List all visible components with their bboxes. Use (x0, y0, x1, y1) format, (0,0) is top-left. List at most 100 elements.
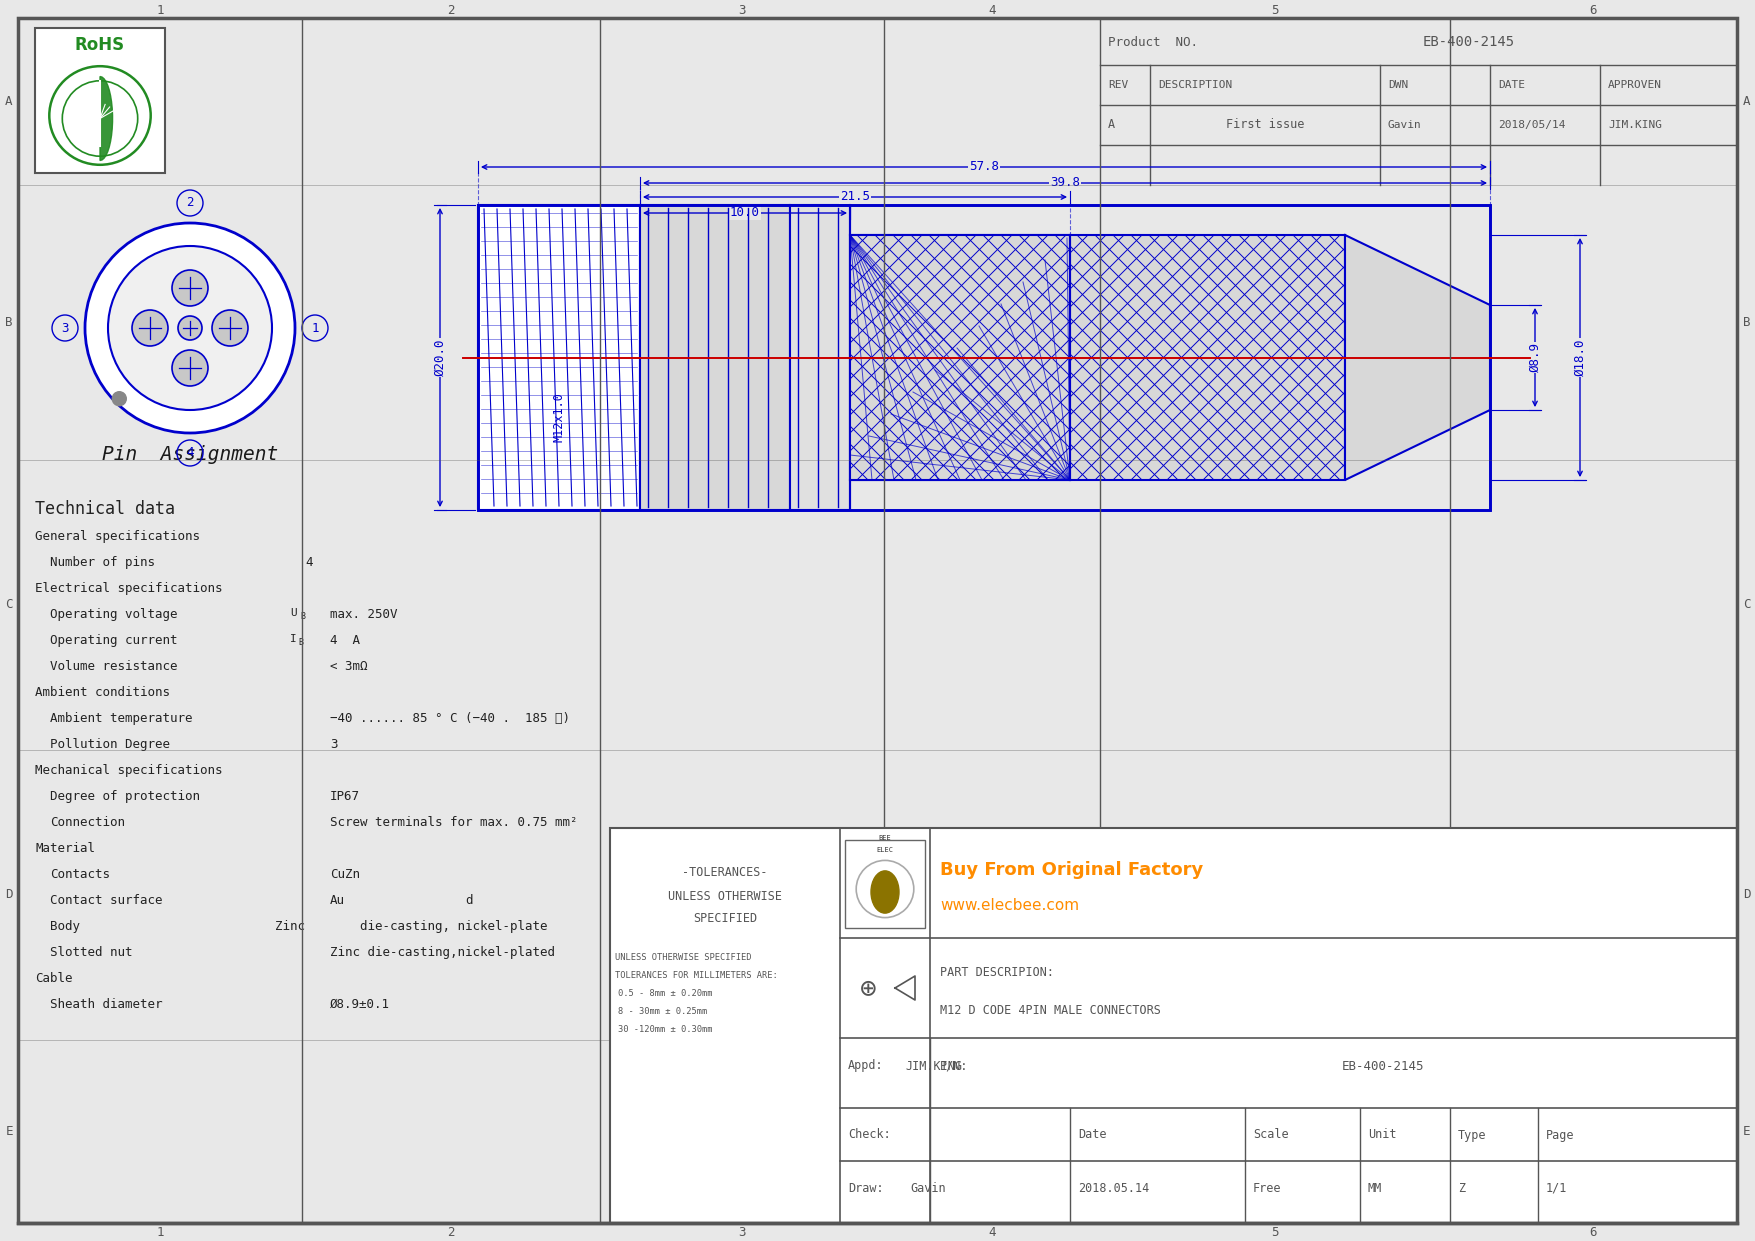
Text: B: B (5, 316, 12, 329)
Text: < 3mΩ: < 3mΩ (330, 660, 367, 673)
Text: Au: Au (330, 894, 346, 907)
Text: Appd:: Appd: (848, 1060, 883, 1072)
Text: APPROVEN: APPROVEN (1608, 79, 1662, 91)
Text: Degree of protection: Degree of protection (49, 791, 200, 803)
Text: Type: Type (1458, 1128, 1486, 1142)
Text: Draw:: Draw: (848, 1181, 883, 1195)
Text: 3: 3 (739, 4, 746, 16)
Polygon shape (1344, 235, 1490, 480)
Text: Ø8.9±0.1: Ø8.9±0.1 (330, 998, 390, 1011)
Text: Scale: Scale (1253, 1128, 1288, 1142)
Text: Number of pins: Number of pins (49, 556, 154, 570)
Circle shape (132, 310, 168, 346)
Text: Check:: Check: (848, 1128, 892, 1142)
Bar (790, 205, 849, 510)
Text: B: B (1743, 316, 1751, 329)
Text: Body: Body (49, 920, 81, 933)
Text: 21.5: 21.5 (841, 191, 870, 204)
Text: 2: 2 (448, 4, 455, 16)
Text: E: E (5, 1126, 12, 1138)
Text: Slotted nut: Slotted nut (49, 946, 132, 959)
Text: B: B (298, 638, 304, 647)
Text: max. 250V: max. 250V (330, 608, 397, 620)
Text: Zinc die-casting,nickel-plated: Zinc die-casting,nickel-plated (330, 946, 555, 959)
Text: Ø20.0: Ø20.0 (433, 339, 446, 376)
Bar (477, 205, 641, 510)
Text: 39.8: 39.8 (1049, 176, 1079, 190)
Bar (849, 235, 1071, 480)
Text: Operating voltage: Operating voltage (49, 608, 177, 620)
Text: UNLESS OTHERWISE: UNLESS OTHERWISE (669, 890, 783, 902)
Text: Screw terminals for max. 0.75 mm²: Screw terminals for max. 0.75 mm² (330, 817, 577, 829)
Circle shape (172, 271, 209, 307)
Text: General specifications: General specifications (35, 530, 200, 544)
Text: 4  A: 4 A (330, 634, 360, 647)
Bar (477, 205, 1490, 510)
Bar (611, 828, 1737, 1222)
Text: B: B (300, 612, 305, 620)
Text: 5: 5 (1271, 4, 1279, 16)
Text: Free: Free (1253, 1181, 1281, 1195)
Text: Sheath diameter: Sheath diameter (49, 998, 163, 1011)
Text: DATE: DATE (1499, 79, 1525, 91)
Text: A: A (5, 96, 12, 108)
Text: C: C (5, 598, 12, 612)
Text: 1: 1 (156, 4, 163, 16)
Text: JIM.KING: JIM.KING (1608, 120, 1662, 130)
Text: 3: 3 (739, 1226, 746, 1239)
Text: Z: Z (1458, 1181, 1465, 1195)
Text: 4: 4 (988, 1226, 995, 1239)
Bar (641, 205, 790, 510)
Text: 57.8: 57.8 (969, 160, 999, 174)
Ellipse shape (870, 871, 899, 913)
Text: Electrical specifications: Electrical specifications (35, 582, 223, 594)
Text: 1: 1 (311, 321, 319, 335)
Text: Gavin: Gavin (911, 1181, 946, 1195)
Text: U: U (290, 608, 297, 618)
Circle shape (112, 392, 126, 406)
Text: Contact surface: Contact surface (49, 894, 163, 907)
Text: RoHS: RoHS (75, 36, 125, 55)
Text: www.elecbee.com: www.elecbee.com (941, 898, 1079, 913)
Text: EB-400-2145: EB-400-2145 (1423, 35, 1515, 48)
Text: P/N:: P/N: (941, 1060, 969, 1072)
Text: PART DESCRIPION:: PART DESCRIPION: (941, 967, 1055, 979)
Text: Gavin: Gavin (1388, 120, 1422, 130)
Polygon shape (895, 975, 914, 1000)
Text: 2: 2 (448, 1226, 455, 1239)
Text: D: D (5, 889, 12, 901)
Text: Ambient conditions: Ambient conditions (35, 686, 170, 699)
Text: Material: Material (35, 841, 95, 855)
Circle shape (109, 246, 272, 410)
Text: 0.5 - 8mm ± 0.20mm: 0.5 - 8mm ± 0.20mm (618, 989, 713, 999)
Text: Product  NO.: Product NO. (1107, 36, 1199, 48)
Bar (849, 235, 1071, 480)
Text: 4: 4 (988, 4, 995, 16)
Text: Operating current: Operating current (49, 634, 177, 647)
Text: DWN: DWN (1388, 79, 1408, 91)
Text: 6: 6 (1590, 4, 1597, 16)
Bar (477, 205, 1490, 510)
Text: Buy From Original Factory: Buy From Original Factory (941, 861, 1204, 879)
Circle shape (84, 223, 295, 433)
Text: Ø18.0: Ø18.0 (1574, 339, 1587, 376)
Text: 10.0: 10.0 (730, 206, 760, 220)
Text: d: d (465, 894, 472, 907)
Text: Ø8.9: Ø8.9 (1529, 343, 1541, 372)
Text: ⊕: ⊕ (860, 974, 876, 1001)
Polygon shape (100, 77, 112, 160)
Text: 1: 1 (156, 1226, 163, 1239)
Text: UNLESS OTHERWISE SPECIFIED: UNLESS OTHERWISE SPECIFIED (614, 953, 751, 963)
Text: 1/1: 1/1 (1546, 1181, 1567, 1195)
Text: A: A (1743, 96, 1751, 108)
Text: M12x1.0: M12x1.0 (553, 392, 565, 443)
Text: −40 ...... 85 ° C (−40 .  185 ℉): −40 ...... 85 ° C (−40 . 185 ℉) (330, 712, 570, 725)
Text: SPECIFIED: SPECIFIED (693, 912, 756, 926)
Text: -TOLERANCES-: -TOLERANCES- (683, 866, 767, 880)
Text: BEE: BEE (879, 835, 892, 841)
Text: Date: Date (1078, 1128, 1106, 1142)
Bar (1071, 235, 1344, 480)
Text: JIM.KING: JIM.KING (906, 1060, 962, 1072)
Text: 3: 3 (330, 738, 337, 751)
Text: IP67: IP67 (330, 791, 360, 803)
